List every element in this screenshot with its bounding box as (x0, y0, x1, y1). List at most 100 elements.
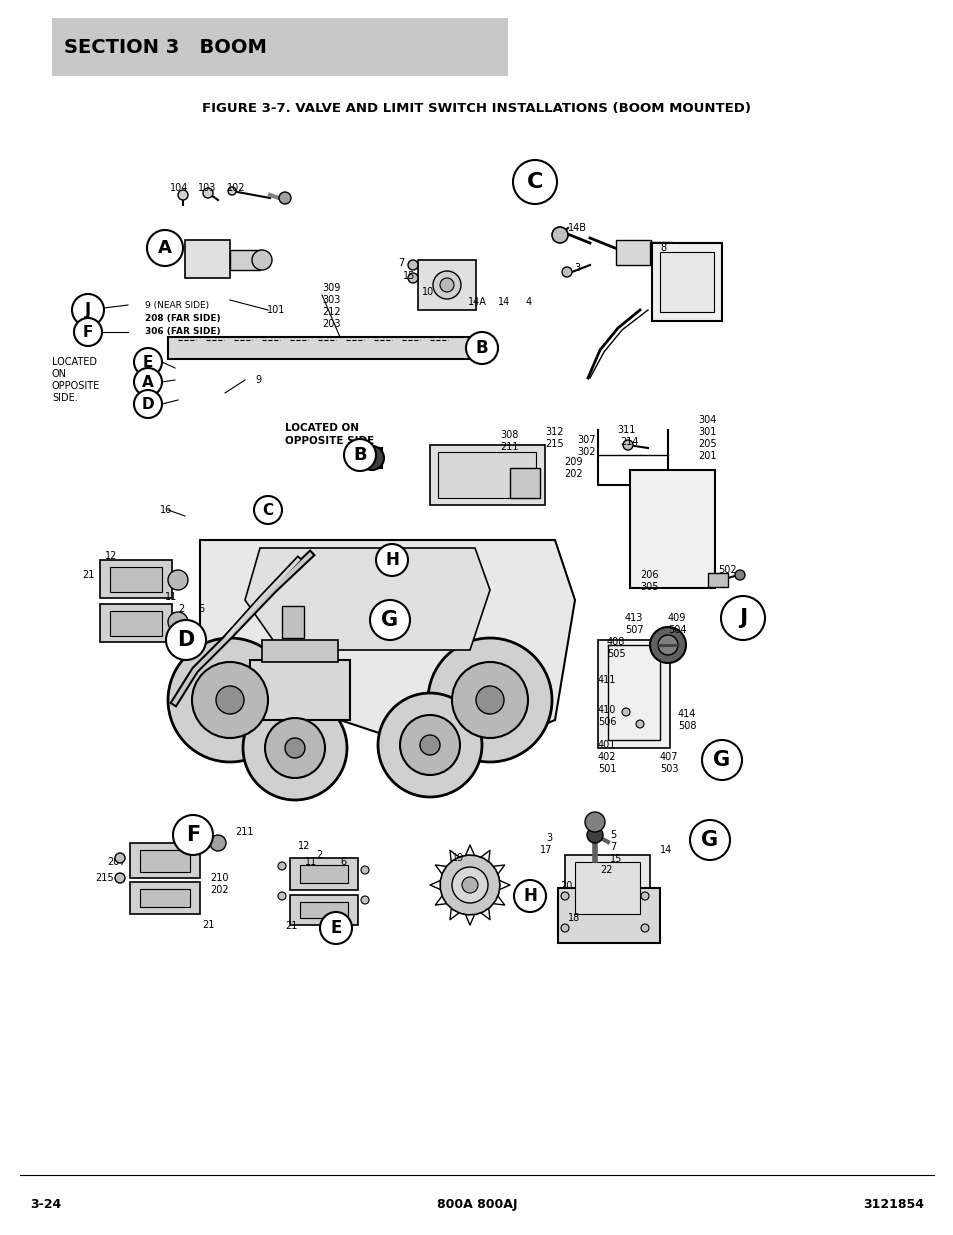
Bar (361, 448, 381, 468)
Circle shape (115, 873, 125, 883)
Text: 215: 215 (544, 438, 563, 450)
Circle shape (636, 720, 643, 727)
Text: 20: 20 (559, 881, 572, 890)
Bar (417, 261, 476, 310)
Text: 503: 503 (659, 764, 678, 774)
Circle shape (658, 635, 678, 655)
Bar (437, 452, 536, 498)
Circle shape (172, 815, 213, 855)
Circle shape (399, 715, 459, 776)
Text: D: D (142, 396, 154, 411)
Text: 207: 207 (107, 857, 126, 867)
Bar (110, 567, 162, 592)
Circle shape (344, 438, 375, 471)
Circle shape (428, 638, 552, 762)
Text: 22: 22 (599, 864, 612, 876)
Text: 306 (FAR SIDE): 306 (FAR SIDE) (145, 326, 220, 336)
Text: 10: 10 (421, 287, 434, 296)
Text: 15: 15 (609, 853, 621, 864)
Text: 411: 411 (598, 676, 616, 685)
Circle shape (359, 446, 384, 471)
Text: 202: 202 (563, 469, 582, 479)
Text: 12: 12 (105, 551, 117, 561)
Circle shape (433, 270, 460, 299)
Text: 201: 201 (698, 451, 716, 461)
Text: A: A (158, 240, 172, 257)
Text: 9 (NEAR SIDE): 9 (NEAR SIDE) (145, 300, 209, 310)
Bar (130, 844, 200, 878)
Text: 414: 414 (678, 709, 696, 719)
Bar (100, 604, 172, 642)
Text: 407: 407 (659, 752, 678, 762)
Circle shape (720, 597, 764, 640)
Text: 305: 305 (639, 582, 658, 592)
Circle shape (277, 862, 286, 869)
Bar (100, 559, 172, 598)
Text: B: B (476, 338, 488, 357)
Text: 408: 408 (606, 637, 625, 647)
Text: 800A 800AJ: 800A 800AJ (436, 1198, 517, 1212)
Text: G: G (713, 750, 730, 769)
Text: 2: 2 (315, 850, 322, 860)
Circle shape (377, 693, 481, 797)
Text: 21: 21 (285, 921, 297, 931)
Circle shape (561, 267, 572, 277)
Bar (168, 337, 493, 359)
Bar (299, 902, 348, 918)
Circle shape (465, 332, 497, 364)
Circle shape (452, 662, 527, 739)
Text: 11: 11 (305, 857, 317, 867)
Text: 506: 506 (598, 718, 616, 727)
Circle shape (278, 191, 291, 204)
Bar (707, 573, 727, 587)
Bar (110, 611, 162, 636)
Text: SIDE.: SIDE. (52, 393, 77, 403)
Text: 409: 409 (667, 613, 685, 622)
Bar (299, 864, 348, 883)
Text: 203: 203 (322, 319, 340, 329)
Circle shape (419, 735, 439, 755)
Bar (629, 471, 714, 588)
Circle shape (701, 740, 741, 781)
Bar (185, 240, 230, 278)
Text: 14A: 14A (468, 296, 486, 308)
Circle shape (71, 294, 104, 326)
Circle shape (360, 897, 369, 904)
Text: 508: 508 (678, 721, 696, 731)
Circle shape (560, 892, 568, 900)
Text: 3121854: 3121854 (862, 1198, 923, 1212)
Text: FIGURE 3-7. VALVE AND LIMIT SWITCH INSTALLATIONS (BOOM MOUNTED): FIGURE 3-7. VALVE AND LIMIT SWITCH INSTA… (202, 101, 751, 115)
Text: 208 (FAR SIDE): 208 (FAR SIDE) (145, 314, 220, 322)
Circle shape (514, 881, 545, 911)
Circle shape (215, 685, 244, 714)
Bar (52, 19, 508, 77)
Text: G: G (700, 830, 718, 850)
Circle shape (689, 820, 729, 860)
Text: 202: 202 (210, 885, 229, 895)
Text: 309: 309 (322, 283, 340, 293)
Text: 205: 205 (698, 438, 716, 450)
Circle shape (586, 827, 602, 844)
Text: 302: 302 (577, 447, 595, 457)
Circle shape (734, 571, 744, 580)
Bar (140, 889, 190, 906)
Text: 101: 101 (267, 305, 285, 315)
Text: 212: 212 (322, 308, 340, 317)
Circle shape (584, 811, 604, 832)
Circle shape (265, 718, 325, 778)
Bar (130, 882, 200, 914)
Bar (651, 243, 721, 321)
Text: B: B (353, 446, 366, 464)
Bar (649, 242, 671, 264)
Text: 507: 507 (624, 625, 643, 635)
Text: 303: 303 (322, 295, 340, 305)
Text: 209: 209 (563, 457, 582, 467)
Text: 301: 301 (698, 427, 716, 437)
Text: 12: 12 (297, 841, 310, 851)
Circle shape (621, 708, 629, 716)
Text: 307: 307 (577, 435, 595, 445)
Text: 502: 502 (718, 564, 736, 576)
Circle shape (439, 278, 454, 291)
Text: 19: 19 (452, 853, 464, 863)
Circle shape (74, 317, 102, 346)
